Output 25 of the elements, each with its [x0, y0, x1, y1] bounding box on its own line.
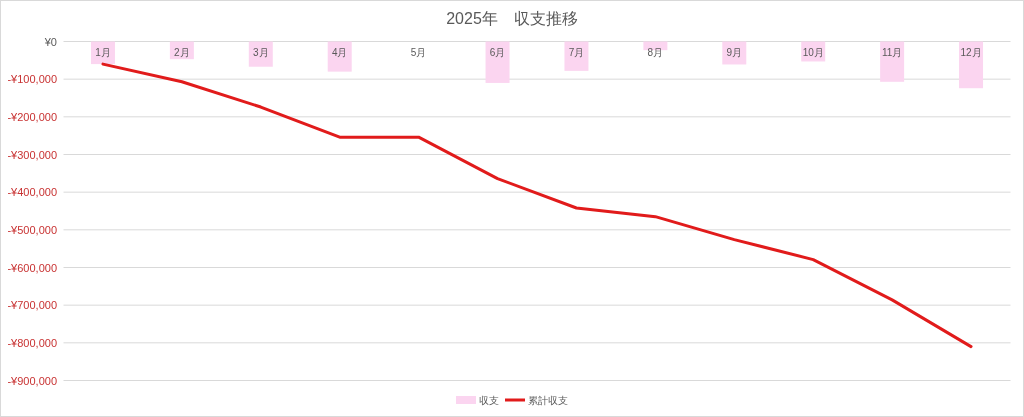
x-tick-label: 6月 [489, 46, 506, 58]
y-tick-label: -¥900,000 [7, 374, 57, 387]
legend-label: 累計収支 [528, 395, 568, 406]
x-tick-label: 9月 [726, 46, 743, 58]
x-tick-label: 3月 [253, 46, 269, 58]
x-tick-label: 8月 [647, 46, 664, 58]
x-tick-label: 1月 [95, 46, 111, 58]
x-tick-label: 7月 [568, 46, 585, 58]
legend-label: 収支 [479, 395, 499, 406]
y-tick-label: ¥0 [43, 35, 57, 48]
y-tick-label: -¥600,000 [7, 261, 57, 274]
y-tick-label: -¥800,000 [7, 336, 57, 349]
y-tick-label: -¥500,000 [7, 223, 57, 236]
x-tick-label: 12月 [960, 46, 982, 58]
y-tick-label: -¥400,000 [7, 186, 57, 199]
y-tick-label: -¥700,000 [7, 299, 57, 312]
chart-title: 2025年 収支推移 [446, 10, 578, 27]
x-tick-label: 11月 [881, 46, 903, 58]
x-tick-label: 2月 [174, 46, 190, 58]
y-tick-label: -¥200,000 [7, 110, 57, 123]
y-tick-label: -¥300,000 [7, 148, 57, 161]
y-tick-label: -¥100,000 [7, 73, 57, 86]
x-tick-label: 10月 [802, 46, 824, 58]
x-tick-label: 5月 [410, 46, 427, 58]
x-tick-label: 4月 [331, 46, 348, 58]
